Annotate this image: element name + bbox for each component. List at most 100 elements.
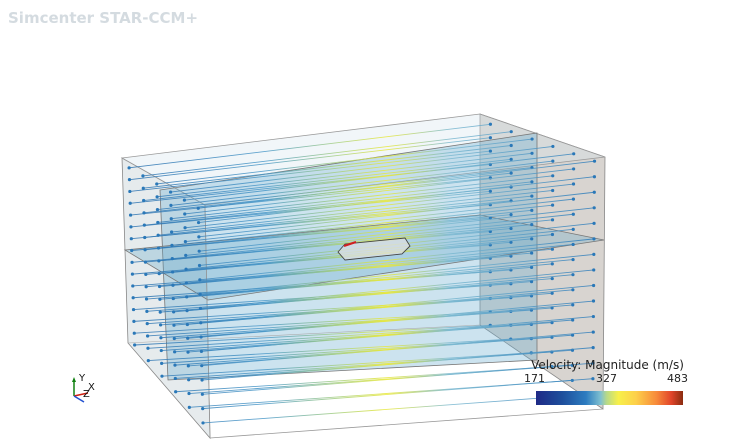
streamline (143, 158, 512, 201)
streamline-seed (550, 262, 554, 266)
streamline-seed (592, 237, 596, 241)
streamline-seed (196, 206, 200, 210)
streamline-seed (571, 242, 575, 247)
streamline-seed (158, 297, 162, 301)
streamline-seed (131, 296, 135, 300)
streamline-seed (591, 377, 595, 381)
streamline (157, 152, 533, 198)
streamline-seed (488, 122, 493, 126)
streamline-seed (158, 310, 162, 314)
streamline-seed (146, 358, 150, 363)
streamline-seed (200, 364, 204, 368)
streamline-seed (146, 346, 150, 350)
streamline-seed (155, 195, 159, 199)
streamline-seed (182, 198, 187, 202)
streamline-seed (171, 270, 175, 274)
streamline-seed (170, 257, 174, 261)
streamline-seed (550, 291, 554, 295)
x-axis-icon (73, 392, 89, 397)
streamline-seed (173, 350, 177, 354)
triad-x-label: X (88, 382, 95, 393)
streamline-seed (169, 203, 173, 207)
color-legend: Velocity: Magnitude (m/s) 171 327 483 (520, 358, 700, 405)
streamline (185, 183, 574, 229)
streamline-seed (550, 247, 554, 251)
streamline-seed (591, 330, 595, 334)
streamline-seed (171, 296, 175, 301)
legend-mid: 327 (596, 372, 617, 385)
streamline (156, 138, 533, 185)
streamline-seed (592, 252, 596, 257)
streamline-seed (571, 273, 575, 277)
streamline-seed (550, 203, 555, 207)
streamline-seed (159, 336, 163, 340)
streamline-seed (186, 336, 190, 340)
streamline-seed (132, 331, 136, 335)
streamline (201, 316, 594, 352)
streamline-seed (129, 237, 133, 241)
streamline-seed (144, 285, 148, 289)
streamline-seed (185, 322, 189, 327)
streamline (129, 137, 491, 181)
streamline (142, 131, 512, 177)
streamline-seed (158, 323, 163, 327)
streamline-seed (551, 188, 555, 193)
streamline-seed (592, 190, 596, 194)
streamline (198, 160, 595, 209)
streamline-seed (129, 225, 133, 229)
streamline (201, 300, 594, 338)
streamline-seed (157, 272, 161, 276)
streamline (201, 331, 594, 367)
streamline-seed (200, 392, 204, 396)
streamline-seed (142, 198, 146, 203)
streamline-seed (509, 240, 513, 244)
streamline-seed (130, 260, 134, 264)
streamline (158, 209, 532, 249)
streamline (202, 347, 594, 381)
streamline-seed (184, 281, 188, 285)
streamline (170, 145, 553, 193)
streamline (184, 168, 574, 215)
streamline (200, 253, 594, 295)
streamline-seed (551, 144, 555, 149)
streamline (173, 263, 553, 300)
streamline-seed (572, 152, 576, 156)
streamline (129, 123, 491, 169)
legend-min: 171 (524, 372, 545, 385)
streamline-seed (157, 259, 161, 263)
streamline-seed (187, 378, 191, 382)
streamline-seed (160, 374, 164, 378)
streamline (158, 224, 532, 262)
legend-colorbar (536, 391, 683, 405)
streamline (172, 248, 553, 286)
streamline-seed (509, 157, 513, 161)
streamline-seed (201, 407, 205, 411)
streamline (143, 145, 512, 189)
streamline (148, 338, 511, 362)
streamline-seed (571, 303, 575, 307)
streamline (186, 244, 574, 284)
streamline-seed (571, 197, 576, 201)
streamline-seed (183, 212, 187, 216)
streamline (185, 213, 574, 256)
streamline-seed (173, 363, 177, 367)
vehicle-body (337, 237, 411, 261)
streamline-seed (571, 318, 575, 322)
streamline-seed (169, 217, 173, 221)
streamline-seed (199, 349, 204, 353)
streamline-seed (571, 257, 575, 262)
streamline-seed (592, 159, 597, 163)
streamline (170, 160, 553, 206)
streamline-seed (131, 284, 135, 288)
streamline-seed (174, 390, 178, 394)
streamline (198, 191, 595, 238)
streamline (130, 190, 491, 228)
streamline (202, 393, 593, 424)
streamline (161, 352, 532, 377)
streamline-seed (571, 227, 575, 231)
streamline-seed (143, 260, 148, 264)
streamline-seed (201, 421, 205, 425)
streamline-seed (592, 268, 596, 272)
streamline-seed (591, 299, 596, 303)
